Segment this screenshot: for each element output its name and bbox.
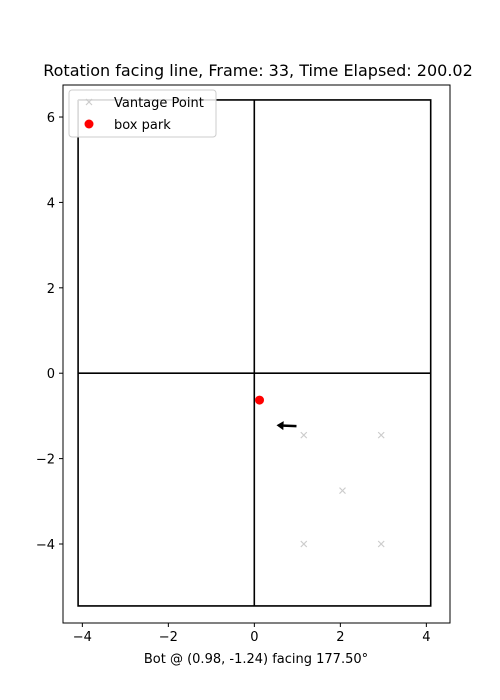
y-tick-label: 6 (47, 111, 55, 126)
y-tick-label: 2 (47, 282, 55, 297)
legend-label: Vantage Point (114, 96, 204, 111)
legend-vantage-point-marker (85, 98, 93, 106)
x-axis-label: Bot @ (0.98, -1.24) facing 177.50° (144, 652, 368, 667)
vantage-point-marker (339, 487, 346, 495)
legend-label: box park (114, 118, 171, 133)
y-axis: −4 −2 0 2 4 6 (36, 111, 63, 553)
x-axis: −4 −2 0 2 4 (73, 623, 430, 645)
legend: Vantage Point box park (68, 89, 217, 138)
vantage-point-marker (300, 540, 308, 548)
plot-area (63, 85, 450, 623)
bot-layer (276, 421, 297, 431)
plot-frame (62, 84, 451, 624)
bot-arrow-shaft (283, 424, 297, 428)
x-tick-label: 2 (336, 630, 344, 645)
vantage-point-marker (377, 540, 385, 548)
legend-box-park-marker (84, 119, 94, 129)
y-tick-label: −4 (36, 538, 55, 553)
legend-box (68, 89, 217, 138)
y-tick-label: 0 (47, 367, 55, 382)
bot-arrow-head (276, 421, 284, 431)
x-tick-label: −4 (73, 630, 92, 645)
chart-title: Rotation facing line, Frame: 33, Time El… (43, 61, 473, 80)
field-boundary (77, 99, 432, 607)
x-tick-label: 4 (422, 630, 430, 645)
series-layer (255, 395, 385, 548)
x-tick-label: −2 (159, 630, 178, 645)
boundary-line-0 (77, 99, 432, 607)
vantage-point-marker (300, 431, 308, 439)
y-tick-label: 4 (47, 196, 55, 211)
x-tick-label: 0 (250, 630, 258, 645)
box-park-marker (255, 395, 265, 405)
vantage-point-marker (377, 431, 385, 439)
y-tick-label: −2 (36, 453, 55, 468)
